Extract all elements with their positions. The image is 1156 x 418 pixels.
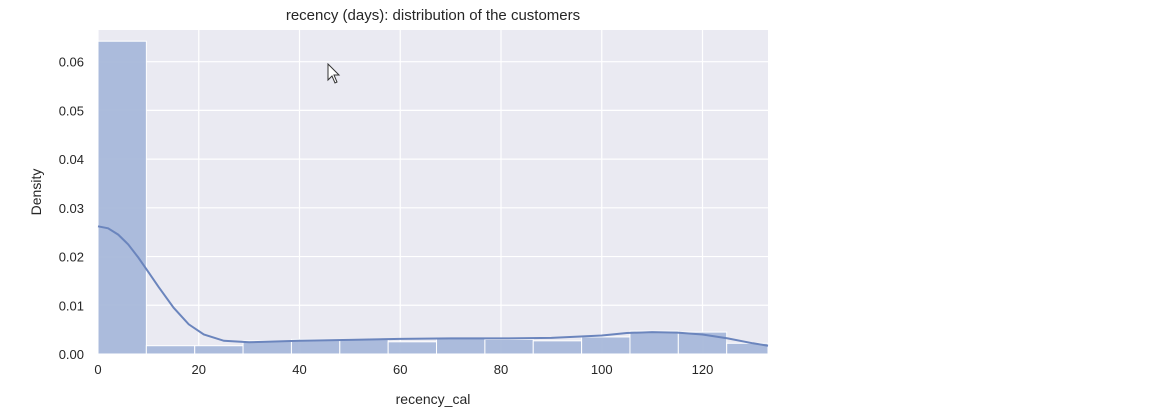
- y-tick-label: 0.01: [59, 298, 84, 313]
- x-tick-label: 20: [192, 362, 206, 377]
- histogram-bar: [436, 337, 486, 355]
- y-tick-label: 0.00: [59, 347, 84, 362]
- x-tick-label: 100: [591, 362, 613, 377]
- histogram-bar: [145, 345, 196, 355]
- x-tick-label: 60: [393, 362, 407, 377]
- histogram-bar: [387, 341, 438, 355]
- histogram-bars: [97, 40, 769, 355]
- histogram-bar: [726, 342, 769, 355]
- mouse-cursor-icon: [327, 63, 341, 84]
- histogram-bar: [532, 340, 583, 355]
- y-axis-ticks: 0.00 0.01 0.02 0.03 0.04 0.05 0.06: [59, 55, 84, 362]
- x-axis-ticks: 0 20 40 60 80 100 120: [94, 362, 713, 377]
- y-tick-label: 0.06: [59, 55, 84, 70]
- y-tick-label: 0.05: [59, 103, 84, 118]
- histogram-bar: [194, 345, 244, 355]
- histogram-bar: [484, 338, 534, 355]
- y-axis-label: Density: [28, 169, 44, 216]
- x-tick-label: 120: [692, 362, 714, 377]
- histogram-bar: [97, 40, 147, 355]
- histogram-bar: [629, 330, 679, 355]
- x-axis-label: recency_cal: [396, 391, 471, 407]
- histogram-bar: [339, 338, 389, 355]
- y-tick-label: 0.03: [59, 201, 84, 216]
- chart-title: recency (days): distribution of the cust…: [286, 7, 580, 24]
- y-tick-label: 0.04: [59, 152, 84, 167]
- x-tick-label: 40: [292, 362, 306, 377]
- x-tick-label: 0: [94, 362, 101, 377]
- kde-curve: [97, 225, 769, 347]
- plot-area: [98, 30, 768, 354]
- x-tick-label: 80: [494, 362, 508, 377]
- histogram-bar: [581, 336, 631, 355]
- y-tick-label: 0.02: [59, 250, 84, 265]
